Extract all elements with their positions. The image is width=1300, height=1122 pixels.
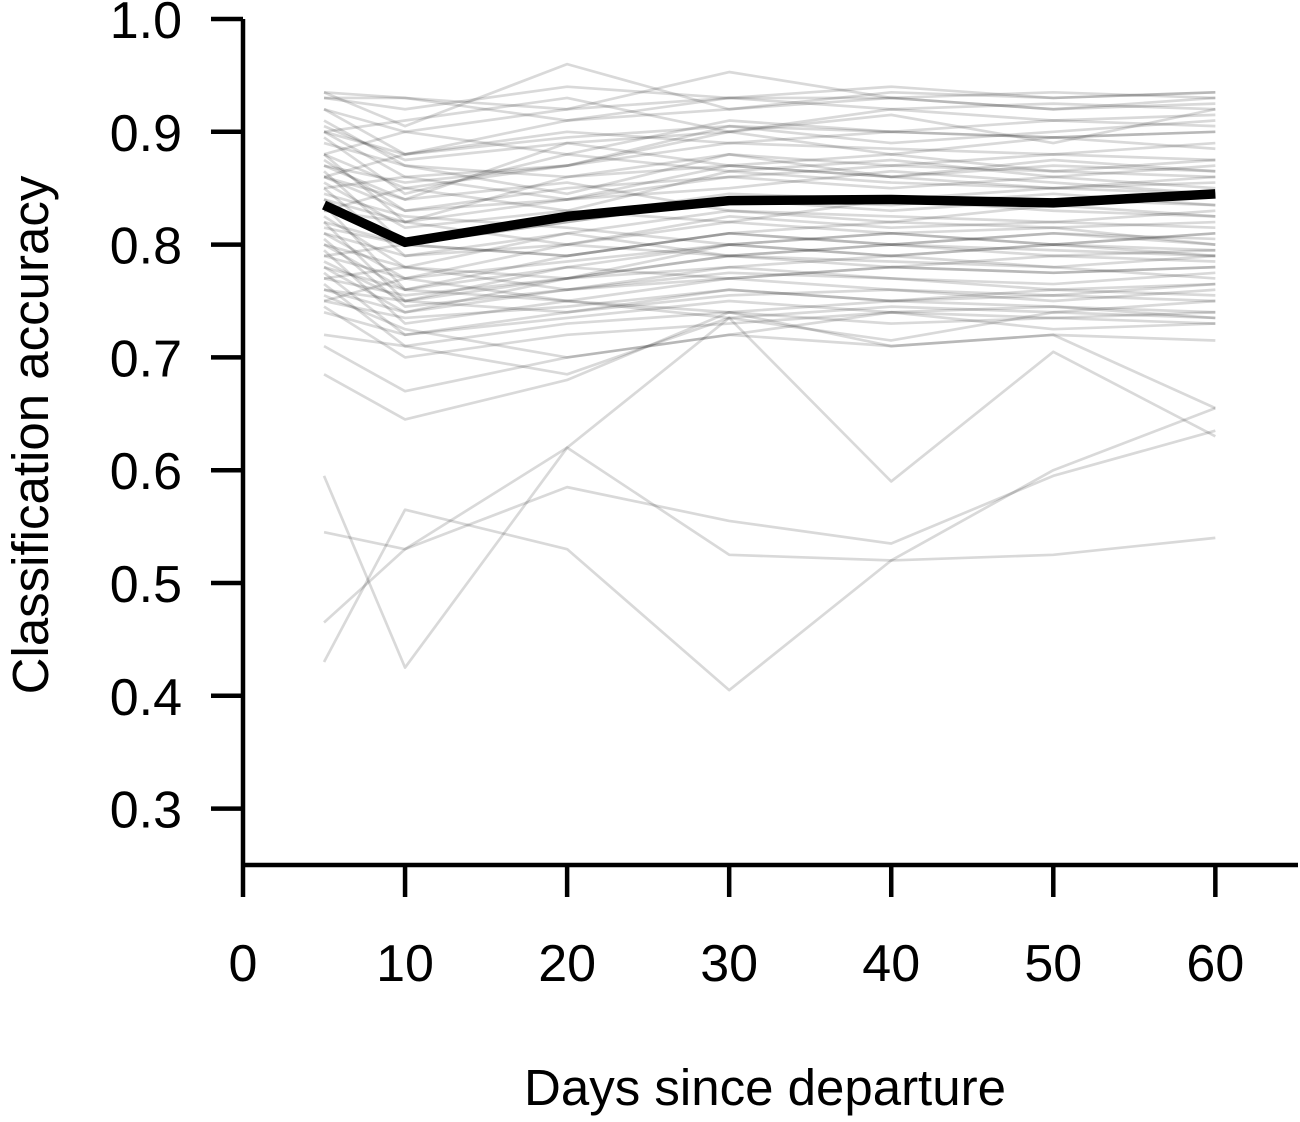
- series-line: [323, 310, 1216, 376]
- series-line: [323, 231, 1216, 280]
- x-tick-label: 0: [229, 935, 258, 993]
- series-line: [323, 169, 1216, 230]
- series-line: [323, 299, 1216, 337]
- series-line: [323, 429, 1216, 624]
- series-line: [323, 62, 1216, 128]
- series-line: [323, 141, 1216, 190]
- series-line: [323, 265, 1216, 292]
- series-line: [323, 141, 1216, 201]
- series-line: [323, 271, 1216, 314]
- x-axis: 0 10 20 30 40 50 60: [229, 862, 1298, 993]
- series-line: [323, 310, 1216, 421]
- series-line: [323, 231, 1216, 258]
- series-line: [323, 96, 1216, 134]
- x-tick-label: 10: [376, 935, 434, 993]
- series-line: [323, 243, 1216, 280]
- series-line: [323, 119, 1216, 179]
- series-line: [323, 164, 1216, 201]
- series-line: [323, 310, 1216, 393]
- series-line: [323, 158, 1216, 213]
- series-line: [323, 283, 1216, 348]
- series-line: [323, 249, 1216, 325]
- series-line: [323, 316, 1216, 551]
- series-line: [323, 204, 1216, 292]
- series-line: [323, 277, 1216, 314]
- series-line: [323, 90, 1216, 111]
- series-line: [323, 237, 1216, 308]
- x-tick-label: 30: [700, 935, 758, 993]
- series-line: [324, 96, 1216, 122]
- series-line: [323, 271, 1216, 337]
- series-line: [323, 164, 1216, 213]
- series-line: [323, 107, 1216, 162]
- y-tick-label: 0.4: [110, 669, 182, 727]
- y-tick-label: 0.9: [110, 105, 182, 163]
- series-line: [322, 446, 1216, 669]
- x-axis-title: Days since departure: [524, 1059, 1006, 1116]
- series-line: [323, 254, 1216, 297]
- series-line: [323, 192, 1216, 258]
- series-line: [323, 130, 1216, 179]
- mean-line-group: [322, 189, 1216, 248]
- y-tick-label: 0.5: [110, 556, 182, 614]
- series-line: [323, 70, 1216, 134]
- series-line: [323, 254, 1216, 314]
- y-axis: 0.3 0.4 0.5 0.6 0.7 0.8 0.9 1.0: [110, 0, 246, 865]
- series-line: [322, 406, 1216, 692]
- series-line: [323, 187, 1216, 258]
- individual-series-lines-group: [322, 62, 1216, 692]
- y-tick-label: 0.6: [110, 443, 182, 501]
- series-line: [323, 231, 1216, 292]
- series-line: [323, 119, 1216, 156]
- series-line: [323, 305, 1216, 359]
- series-line: [323, 209, 1216, 269]
- series-line: [323, 108, 1216, 156]
- series-line: [323, 153, 1216, 224]
- y-tick-label: 0.8: [110, 218, 182, 276]
- series-line: [323, 221, 1216, 303]
- series-line: [323, 254, 1216, 303]
- y-tick-label: 0.3: [110, 782, 182, 840]
- y-axis-title: Classification accuracy: [2, 175, 59, 694]
- x-tick-label: 20: [538, 935, 596, 993]
- series-line: [323, 260, 1216, 314]
- series-line: [323, 294, 1216, 359]
- x-tick-label: 40: [862, 935, 920, 993]
- y-tick-label: 1.0: [110, 0, 182, 50]
- series-line: [323, 130, 1216, 179]
- series-line: [323, 288, 1216, 320]
- series-line: [323, 136, 1216, 196]
- series-line: [323, 175, 1216, 224]
- series-line: [323, 215, 1216, 280]
- series-line: [323, 141, 1216, 196]
- series-line: [323, 96, 1216, 156]
- series-line: [323, 85, 1216, 111]
- y-tick-label: 0.7: [110, 330, 182, 388]
- series-line: [323, 186, 1216, 224]
- series-line: [323, 124, 1216, 184]
- series-line: [323, 209, 1216, 258]
- mean-line: [322, 189, 1216, 248]
- series-line: [323, 265, 1216, 320]
- x-tick-label: 50: [1024, 935, 1082, 993]
- x-tick-label: 60: [1186, 935, 1244, 993]
